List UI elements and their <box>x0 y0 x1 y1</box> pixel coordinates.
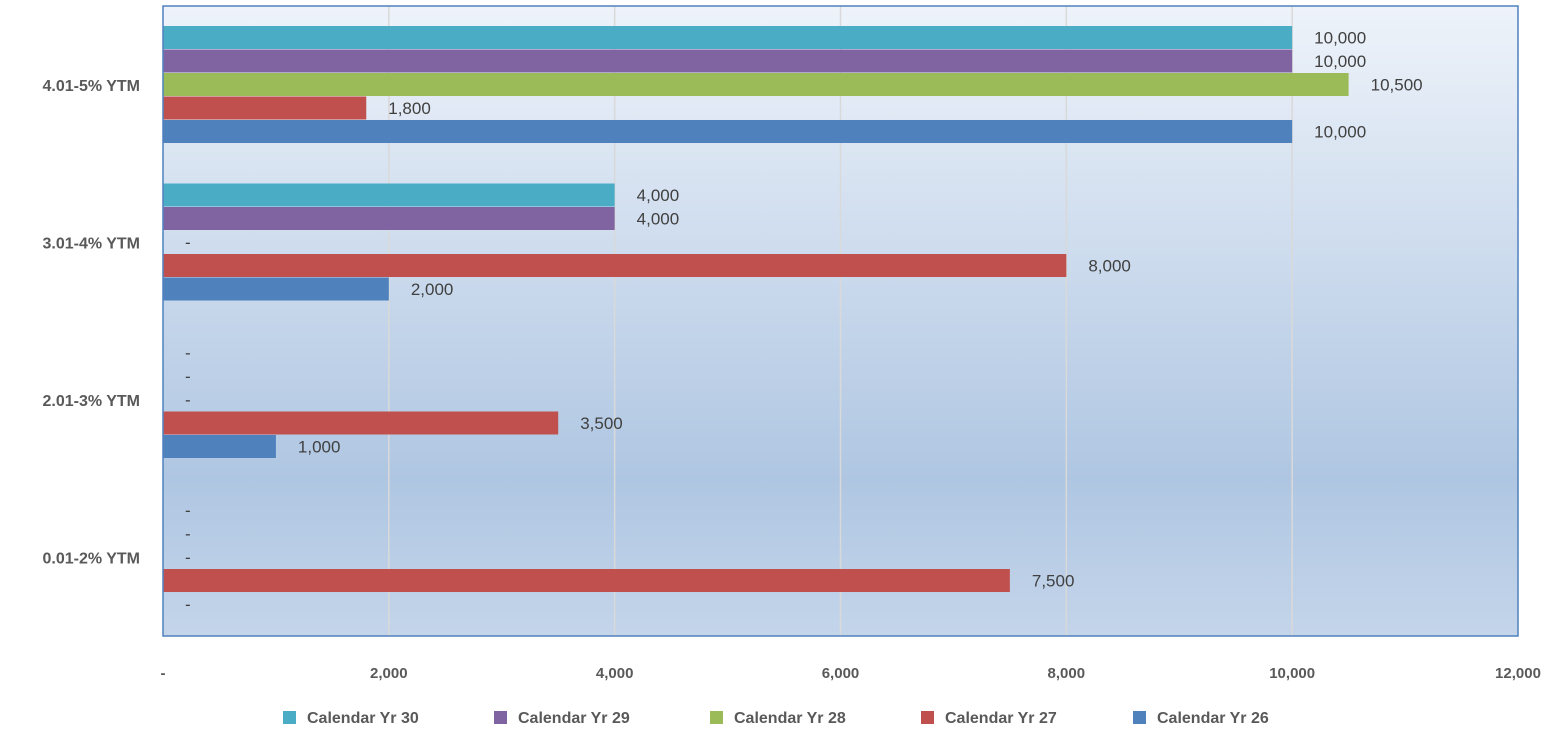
y-tick-label: 2.01-3% YTM <box>42 393 140 410</box>
bar <box>163 26 1293 49</box>
data-label: 3,500 <box>580 414 623 433</box>
data-label: 8,000 <box>1088 257 1131 276</box>
y-tick-label: 4.01-5% YTM <box>42 78 140 95</box>
data-label: 10,000 <box>1314 123 1366 142</box>
data-label: 10,000 <box>1314 29 1366 48</box>
legend-label: Calendar Yr 27 <box>945 710 1057 727</box>
data-label: - <box>185 525 191 544</box>
data-label: - <box>185 548 191 567</box>
bar <box>163 277 389 301</box>
data-label: - <box>185 233 191 252</box>
bar <box>163 207 615 230</box>
data-label: - <box>185 391 191 410</box>
x-tick-label: - <box>161 665 166 682</box>
y-tick-label: 3.01-4% YTM <box>42 235 140 252</box>
data-label: - <box>185 501 191 520</box>
legend-label: Calendar Yr 30 <box>307 710 419 727</box>
bar <box>163 435 276 458</box>
data-label: 4,000 <box>637 186 680 205</box>
x-tick-label: 4,000 <box>596 665 634 682</box>
plot-border <box>162 5 1519 637</box>
legend-label: Calendar Yr 26 <box>1157 710 1269 727</box>
x-tick-label: 8,000 <box>1048 665 1086 682</box>
bar <box>163 120 1293 143</box>
data-label: 1,800 <box>388 99 431 118</box>
legend-label: Calendar Yr 29 <box>518 710 630 727</box>
data-label: 7,500 <box>1032 572 1075 591</box>
bar <box>163 411 559 435</box>
data-label: 10,000 <box>1314 52 1366 71</box>
data-label: - <box>185 595 191 614</box>
x-tick-label: 10,000 <box>1269 665 1315 682</box>
bar <box>163 183 615 207</box>
legend-label: Calendar Yr 28 <box>734 710 846 727</box>
x-tick-label: 6,000 <box>822 665 860 682</box>
data-label: 10,500 <box>1371 76 1423 95</box>
data-label: 2,000 <box>411 280 454 299</box>
legend-swatch <box>921 711 934 724</box>
data-label: 4,000 <box>637 210 680 229</box>
data-label: - <box>185 344 191 363</box>
legend-swatch <box>283 711 296 724</box>
y-tick-label: 0.01-2% YTM <box>42 550 140 567</box>
bar <box>163 569 1010 592</box>
legend-swatch <box>1133 711 1146 724</box>
bar <box>163 73 1349 96</box>
bar <box>163 254 1067 277</box>
data-label: - <box>185 367 191 386</box>
data-label: 1,000 <box>298 438 341 457</box>
legend-swatch <box>710 711 723 724</box>
legend-swatch <box>494 711 507 724</box>
x-tick-label: 2,000 <box>370 665 408 682</box>
x-tick-label: 12,000 <box>1495 665 1541 682</box>
bar <box>163 96 367 120</box>
bar <box>163 49 1293 73</box>
